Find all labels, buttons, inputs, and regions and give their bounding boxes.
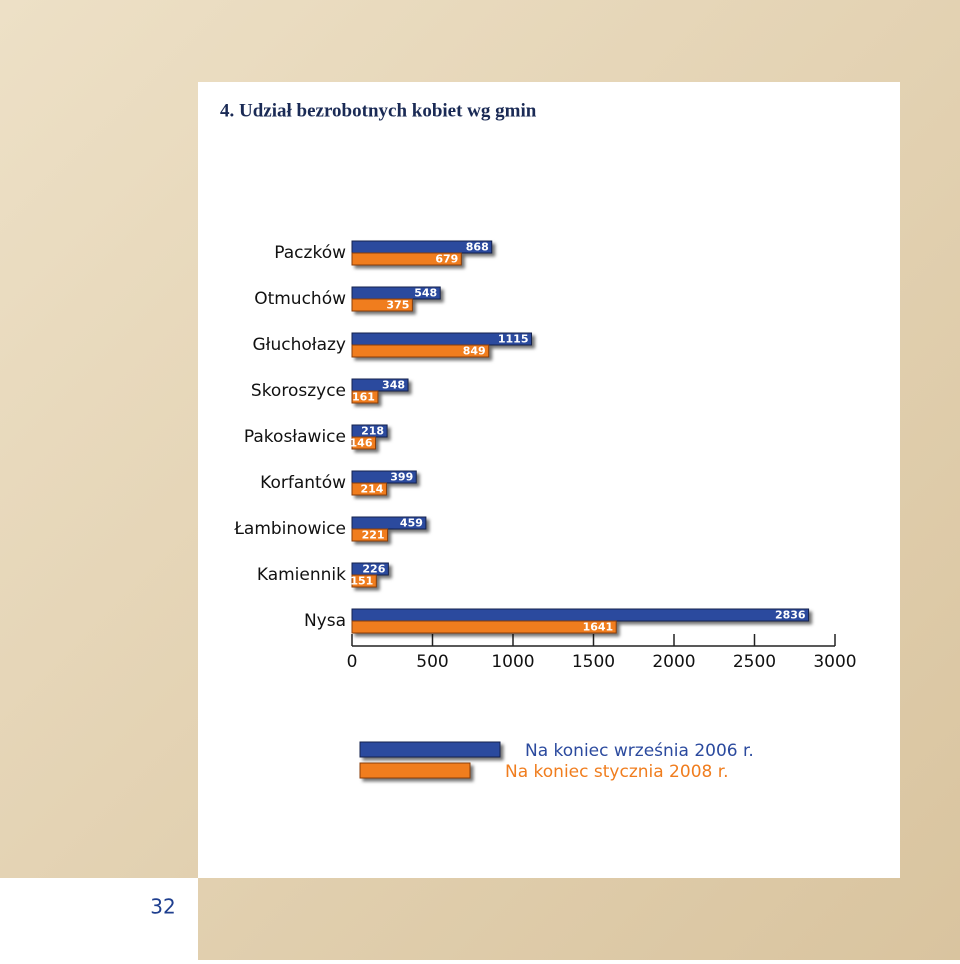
y-tick-label: Paczków	[274, 243, 346, 263]
y-tick-label: Łambinowice	[233, 519, 346, 539]
value-label: 348	[382, 379, 405, 392]
value-label: 459	[400, 517, 423, 530]
y-tick-label: Skoroszyce	[251, 381, 346, 401]
value-label: 679	[435, 253, 458, 266]
y-tick-label: Otmuchów	[254, 289, 346, 309]
value-label: 161	[352, 391, 375, 404]
value-label: 151	[350, 575, 373, 588]
value-label: 399	[390, 471, 413, 484]
bar	[351, 528, 389, 542]
y-tick-label: Pakosławice	[244, 427, 346, 447]
y-tick-label: Nysa	[304, 611, 346, 631]
bar	[351, 298, 413, 312]
x-tick-label: 3000	[813, 652, 856, 672]
bar	[351, 620, 617, 634]
footer-strip	[0, 878, 198, 960]
value-label: 868	[466, 241, 489, 254]
legend-label: Na koniec września 2006 r.	[525, 741, 754, 761]
value-label: 214	[360, 483, 383, 496]
value-label: 849	[463, 345, 486, 358]
value-label: 221	[362, 529, 385, 542]
panel	[198, 82, 900, 878]
x-tick-label: 500	[416, 652, 448, 672]
bar	[351, 378, 409, 392]
bar	[351, 344, 490, 358]
legend-label: Na koniec stycznia 2008 r.	[505, 762, 729, 782]
value-label: 146	[350, 437, 373, 450]
x-tick-label: 0	[347, 652, 358, 672]
y-tick-label: Głuchołazy	[252, 335, 346, 355]
bar	[351, 252, 462, 266]
bar	[351, 390, 379, 404]
y-tick-label: Kamiennik	[257, 565, 346, 585]
value-label: 226	[362, 563, 385, 576]
x-tick-label: 1000	[491, 652, 534, 672]
legend-swatch	[359, 762, 471, 779]
bar	[351, 482, 387, 496]
bar	[351, 608, 810, 622]
chart-title: 4. Udział bezrobotnych kobiet wg gmin	[220, 100, 537, 121]
value-label: 1641	[583, 621, 614, 634]
bar	[351, 574, 377, 588]
x-tick-label: 2500	[733, 652, 776, 672]
page-number: 32	[150, 895, 175, 919]
value-label: 375	[386, 299, 409, 312]
x-tick-label: 2000	[652, 652, 695, 672]
value-label: 1115	[498, 333, 529, 346]
y-tick-label: Korfantów	[260, 473, 346, 493]
bar	[351, 436, 377, 450]
value-label: 2836	[775, 609, 806, 622]
value-label: 218	[361, 425, 384, 438]
bar	[351, 516, 427, 530]
x-tick-label: 1500	[572, 652, 615, 672]
value-label: 548	[414, 287, 437, 300]
legend-swatch	[359, 741, 501, 758]
